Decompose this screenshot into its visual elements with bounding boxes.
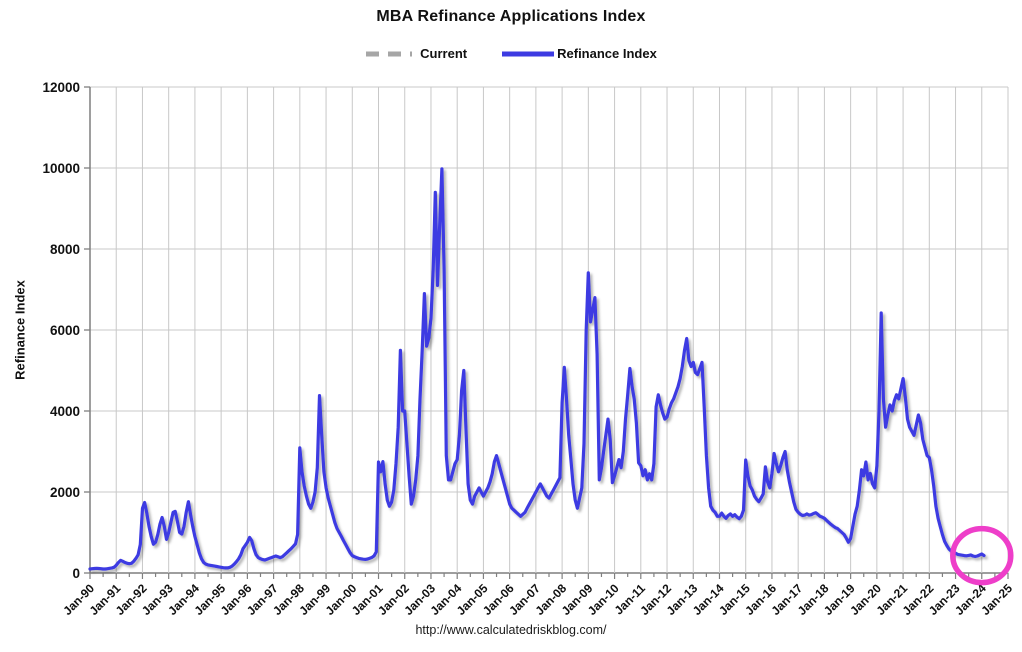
legend: Current Refinance Index [0,46,1022,61]
y-tick-label: 2000 [50,485,80,500]
y-tick-label: 12000 [42,80,80,95]
y-tick-label: 10000 [42,161,80,176]
legend-item-refinance-index: Refinance Index [501,46,657,61]
legend-swatch-current-dashed-line [366,51,413,56]
y-tick-label: 6000 [50,323,80,338]
chart-title: MBA Refinance Applications Index [376,8,646,25]
legend-label-refinance-index: Refinance Index [557,46,657,61]
footer-url: http://www.calculatedriskblog.com/ [415,623,607,637]
y-tick-label: 0 [72,566,80,581]
y-tick-label: 4000 [50,404,80,419]
highlight-circle [950,525,1014,586]
y-tick-label: 8000 [50,242,80,257]
legend-swatch-refinance-solid-line [502,51,555,56]
legend-item-current: Current [365,46,467,61]
legend-label-current: Current [420,46,468,61]
refinance-index-line [88,167,986,571]
